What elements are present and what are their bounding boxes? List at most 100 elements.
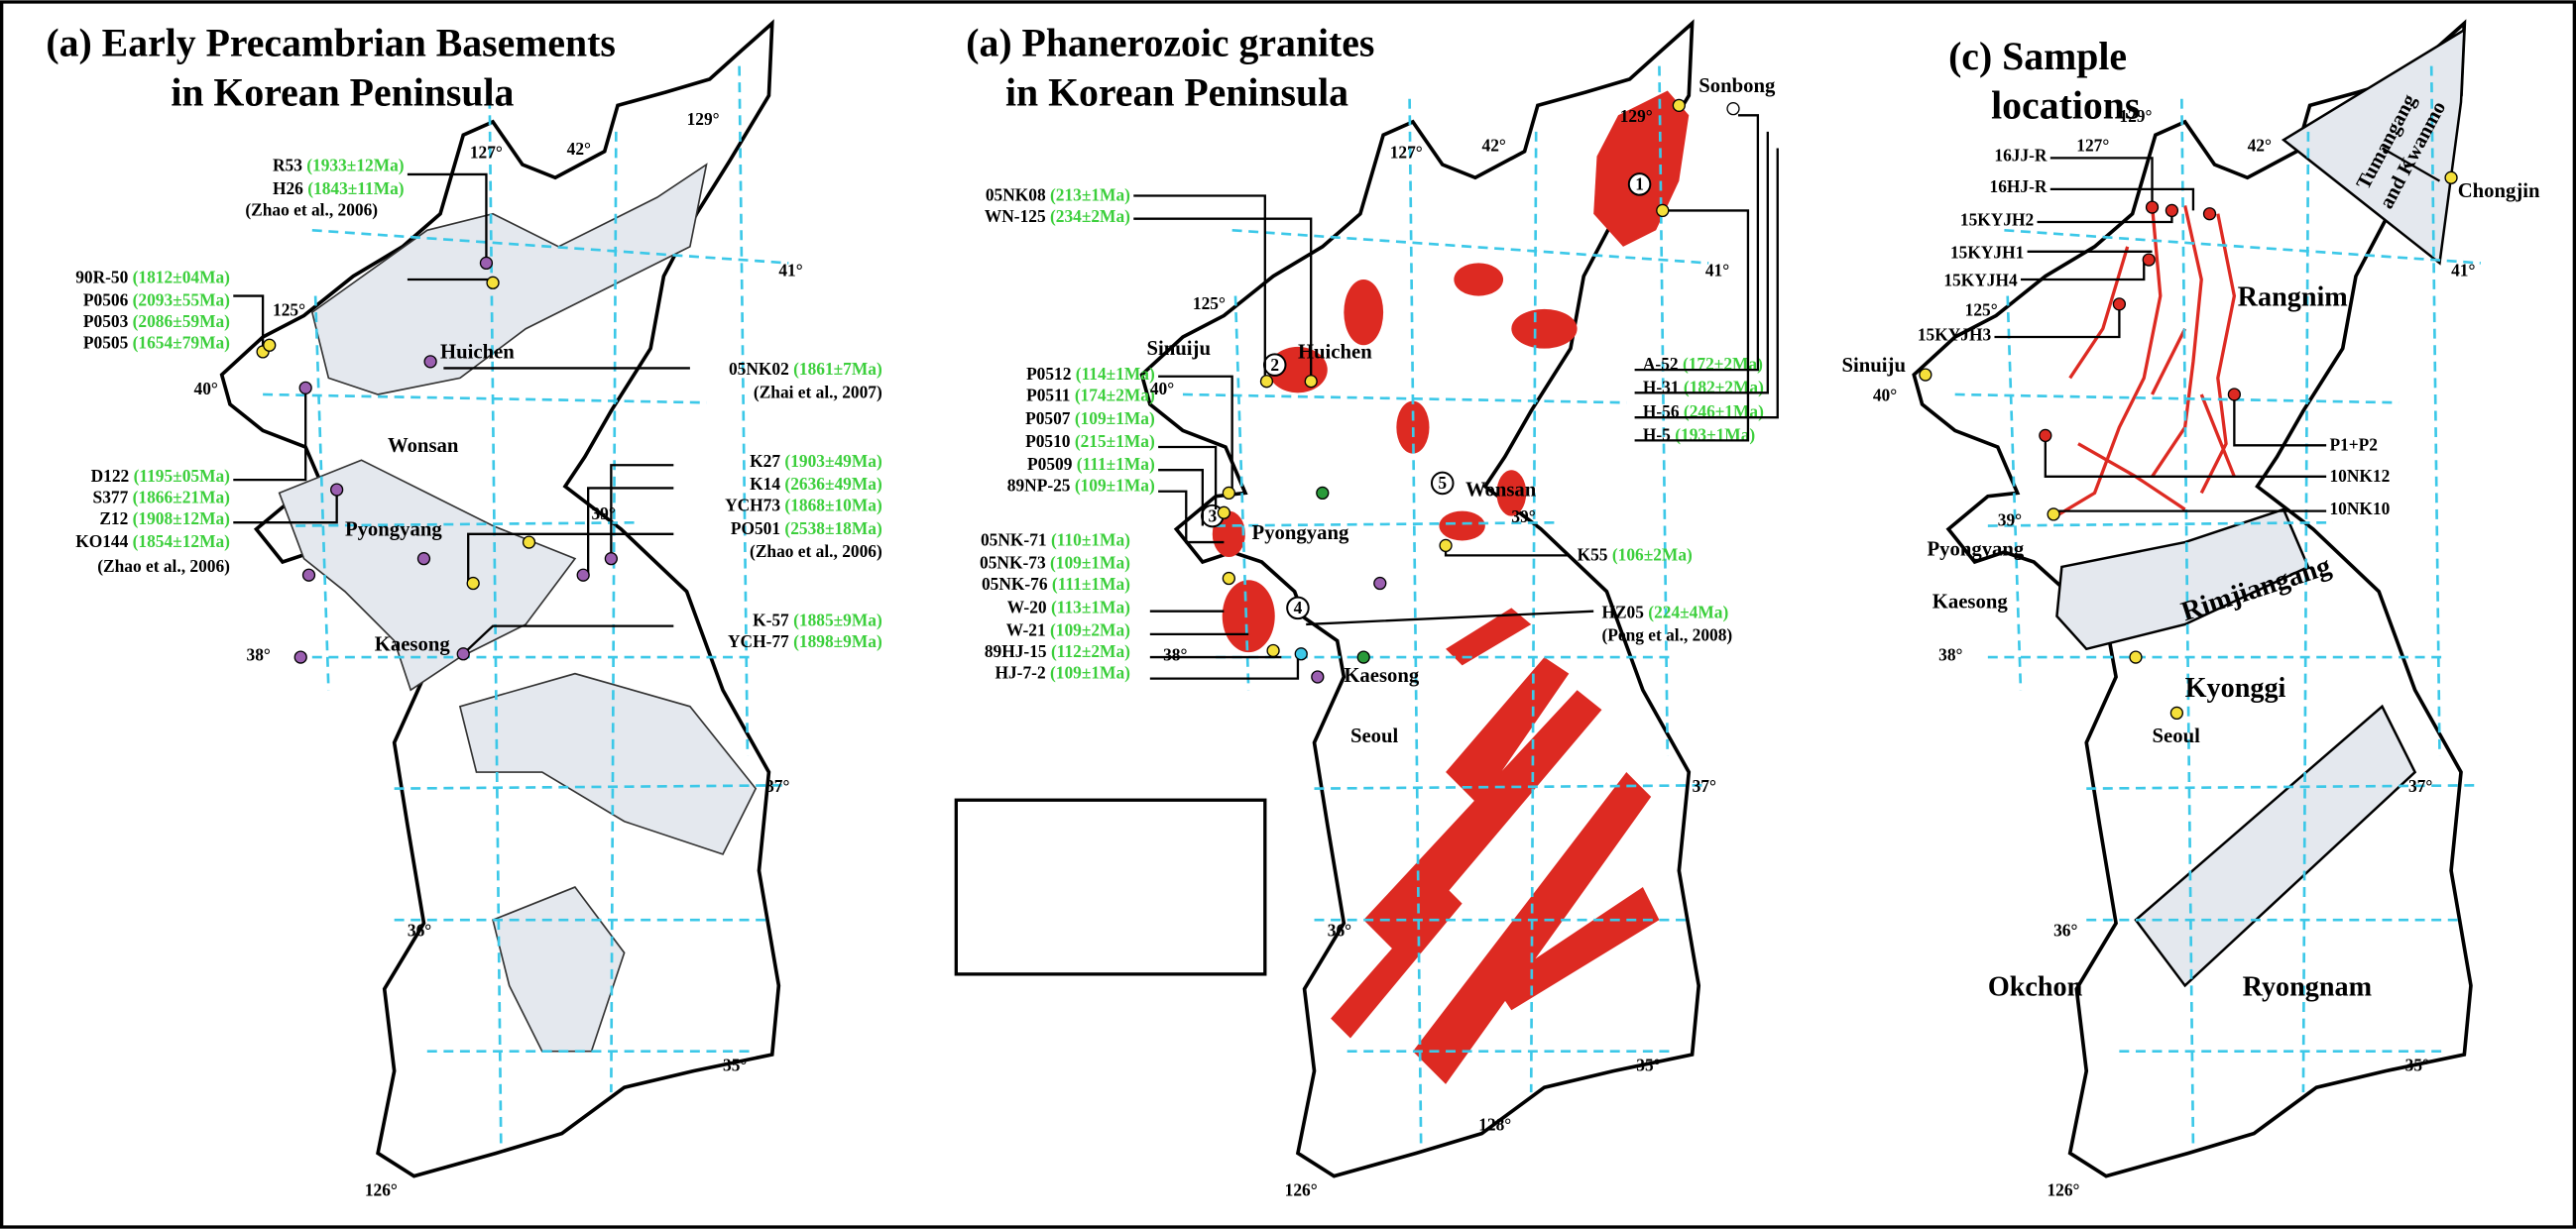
sample-name: HJ-7-2: [995, 664, 1045, 683]
sample-name: W-20: [1007, 598, 1047, 616]
sample-name: H26: [273, 179, 303, 198]
coordinate: 38°: [1163, 645, 1187, 664]
sample-name: P0509: [1027, 455, 1073, 474]
panel-title: (a) Phanerozoic granites: [966, 22, 1374, 65]
coordinate: 36°: [1328, 922, 1351, 941]
coordinate: 35°: [2405, 1057, 2429, 1075]
sample-dot: [2142, 253, 2156, 267]
sample-label: 10NK12: [2329, 467, 2390, 486]
sample-label: Z12 (1908±12Ma): [99, 509, 230, 528]
sample-label: K-57 (1885±9Ma): [753, 612, 882, 630]
sample-name: YCH-77: [728, 632, 789, 651]
region-name: Ryongnam: [2243, 971, 2372, 1002]
marker-circle: [1430, 471, 1455, 496]
sample-age: (106±2Ma): [1612, 545, 1693, 564]
sample-dot: [486, 276, 500, 289]
sample-name: P0506: [83, 291, 129, 310]
sample-age: (109±1Ma): [1075, 477, 1155, 496]
sample-label: P0509 (111±1Ma): [1027, 455, 1155, 474]
sample-dot: [263, 338, 277, 352]
sample-dot: [330, 483, 344, 497]
coordinate: 126°: [2047, 1181, 2079, 1200]
sample-name: 90R-50: [75, 268, 128, 286]
region-name: Kyonggi: [2185, 673, 2286, 704]
sample-name: HZ05: [1601, 603, 1644, 621]
sample-label: W-21 (109±2Ma): [1006, 621, 1130, 640]
sample-label: D122 (1195±05Ma): [91, 467, 231, 486]
sample-dot: [293, 650, 307, 664]
sample-label: W-20 (113±1Ma): [1007, 598, 1130, 616]
sample-age: (110±1Ma): [1051, 530, 1130, 549]
sample-age: (1908±12Ma): [133, 509, 231, 528]
coordinate: 35°: [723, 1057, 747, 1075]
place-name: Wonsan: [388, 435, 459, 457]
coordinate: 128°: [1478, 1115, 1511, 1134]
sample-age: (113±1Ma): [1051, 598, 1130, 616]
sample-name: W-21: [1006, 621, 1046, 640]
coordinate: 39°: [1998, 511, 2022, 530]
sample-age: (215±1Ma): [1075, 432, 1155, 451]
map-marker: 4: [1294, 599, 1303, 617]
sample-dot: [1656, 203, 1670, 218]
sample-label: 10NK10: [2329, 500, 2390, 518]
legend-box: [954, 798, 1267, 976]
sample-name: P0510: [1025, 432, 1071, 451]
sample-dot: [1304, 375, 1318, 389]
sample-dot: [1672, 98, 1686, 112]
sample-label: P0506 (2093±55Ma): [83, 291, 230, 310]
sample-label: YCH73 (1868±10Ma): [725, 497, 882, 515]
sample-label: 15KYJH3: [1918, 325, 1992, 344]
sample-age: (112±2Ma): [1051, 642, 1130, 661]
sample-dot: [416, 552, 431, 566]
sample-age: (1903±49Ma): [784, 452, 882, 471]
map-marker: 3: [1208, 506, 1217, 525]
sample-name: 05NK08: [986, 185, 1046, 204]
marker-circle: [1286, 596, 1310, 620]
sample-label: 90R-50 (1812±04Ma): [75, 268, 230, 286]
place-name: Pyongyang: [1927, 538, 2024, 560]
sample-label: P0503 (2086±59Ma): [83, 312, 230, 331]
sample-dot: [2227, 388, 2241, 401]
map-a: [219, 21, 790, 1178]
place-name: Chongjin: [2458, 180, 2540, 202]
sample-dot: [1919, 368, 1932, 382]
sample-dot: [576, 568, 590, 582]
coordinate: 36°: [408, 922, 431, 941]
map-marker: 5: [1438, 474, 1447, 493]
sample-label: S377 (1866±21Ma): [93, 488, 231, 506]
sample-label: 16HJ-R: [1990, 177, 2048, 196]
reference: (Zhao et al., 2006): [97, 557, 230, 576]
sample-dot: [1726, 102, 1740, 116]
coordinate: 40°: [1150, 380, 1174, 398]
sample-name: 05NK-76: [982, 575, 1048, 594]
sample-dot: [1373, 576, 1387, 591]
coordinate: 125°: [1965, 300, 1998, 319]
sample-label: P0510 (215±1Ma): [1025, 432, 1155, 451]
sample-age: (111±1Ma): [1052, 575, 1130, 594]
place-name: Pyongyang: [1252, 522, 1349, 544]
sample-name: WN-125: [985, 207, 1046, 226]
coordinate: 42°: [2248, 137, 2272, 156]
sample-age: (234±2Ma): [1050, 207, 1130, 226]
place-name: Wonsan: [1465, 480, 1537, 502]
sample-label: 05NK-71 (110±1Ma): [981, 530, 1130, 549]
sample-name: D122: [91, 467, 130, 486]
sample-label: 15KYJH1: [1950, 243, 2024, 262]
sample-dot: [456, 647, 470, 661]
sample-dot: [1222, 571, 1235, 586]
sample-label: HJ-7-2 (109±1Ma): [995, 664, 1130, 683]
sample-label: WN-125 (234±2Ma): [985, 207, 1130, 226]
sample-dot: [1311, 670, 1325, 684]
map-marker: 2: [1270, 356, 1279, 375]
place-name: Pyongyang: [345, 518, 442, 540]
sample-label: 05NK-73 (109±1Ma): [980, 554, 1130, 573]
sample-dot: [2169, 706, 2184, 721]
region-name: Okchon: [1988, 971, 2083, 1002]
coordinate: 127°: [1390, 143, 1423, 162]
place-name: Kaesong: [1344, 665, 1420, 687]
sample-dot: [2129, 650, 2143, 664]
coordinate: 129°: [1620, 107, 1653, 126]
coordinate: 42°: [567, 140, 591, 159]
sample-dot: [522, 535, 536, 549]
coordinate: 37°: [765, 777, 789, 796]
